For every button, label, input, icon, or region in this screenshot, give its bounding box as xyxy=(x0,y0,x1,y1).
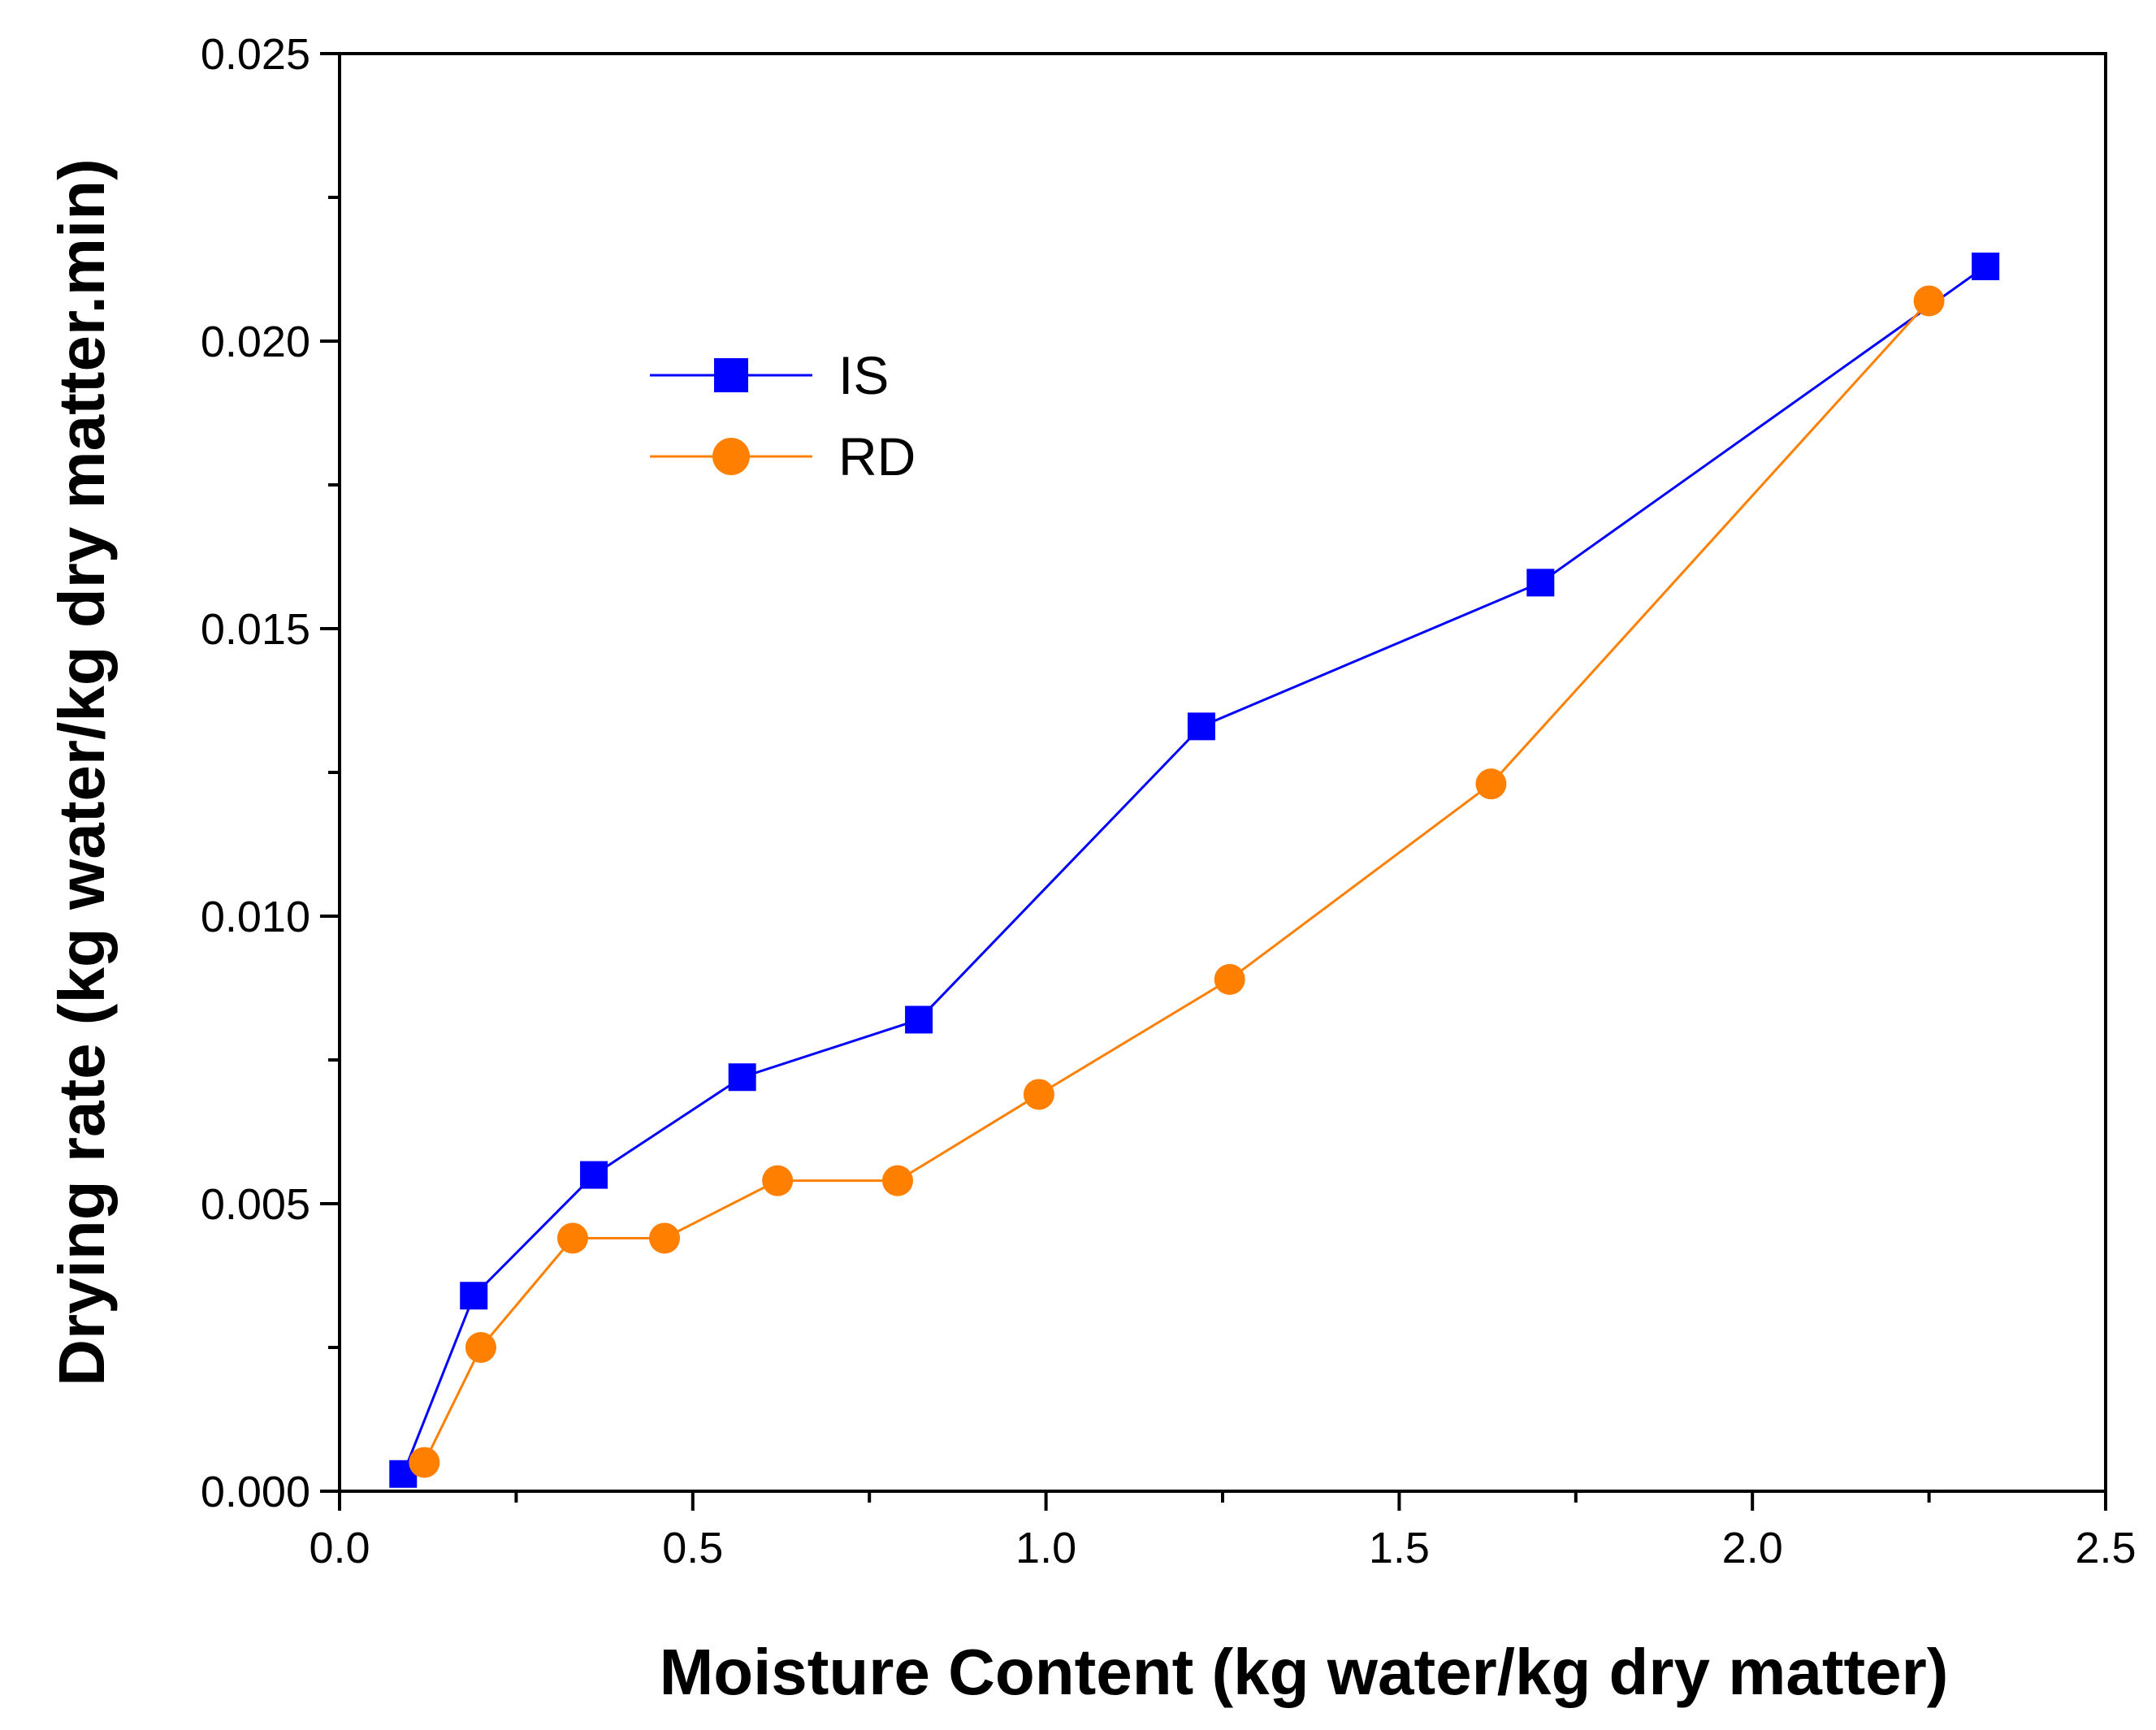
y-tick-label: 0.010 xyxy=(201,893,310,941)
legend-marker xyxy=(714,358,748,392)
y-tick-label: 0.005 xyxy=(201,1180,310,1229)
x-tick-label: 0.5 xyxy=(662,1524,723,1572)
y-tick-label: 0.000 xyxy=(201,1468,310,1516)
legend-label: IS xyxy=(838,345,889,405)
data-point-rd xyxy=(1475,768,1507,800)
x-tick-label: 0.0 xyxy=(309,1524,370,1572)
legend-item-rd: RD xyxy=(650,426,916,487)
data-point-is xyxy=(728,1063,756,1092)
data-point-rd xyxy=(1214,963,1245,995)
data-point-rd xyxy=(649,1222,681,1254)
data-point-rd xyxy=(409,1447,440,1478)
x-tick-label: 1.0 xyxy=(1015,1524,1076,1572)
axes: 0.0 0.5 1.0 1.5 2.0 2.5 0.000 0.005 0.010 0.015 0.… xyxy=(201,30,2137,1572)
data-point-rd xyxy=(1913,285,1945,317)
data-point-is xyxy=(580,1161,608,1189)
data-point-is xyxy=(905,1006,933,1034)
x-tick-label: 2.0 xyxy=(1722,1524,1783,1572)
data-point-is xyxy=(1972,252,2000,280)
data-point-is xyxy=(1526,569,1555,597)
legend-item-is: IS xyxy=(650,345,889,405)
series-line-is xyxy=(401,265,1987,1475)
data-point-is xyxy=(1187,712,1215,741)
series-line-rd xyxy=(423,300,1930,1464)
series-rd xyxy=(409,285,1945,1478)
data-point-rd xyxy=(762,1165,794,1196)
data-point-is xyxy=(460,1282,488,1310)
x-axis-title: Moisture Content (kg water/kg dry matter… xyxy=(660,1636,1949,1708)
data-point-rd xyxy=(1023,1079,1054,1110)
y-tick-label: 0.025 xyxy=(201,30,310,79)
x-tick-label: 2.5 xyxy=(2075,1524,2136,1572)
x-tick-label: 1.5 xyxy=(1369,1524,1430,1572)
legend: IS RD xyxy=(650,345,916,487)
series-layer xyxy=(389,252,2000,1488)
data-point-rd xyxy=(556,1222,588,1254)
y-axis-title: Drying rate (kg water/kg dry matter.min) xyxy=(45,158,118,1386)
legend-label: RD xyxy=(838,426,916,487)
legend-marker xyxy=(712,438,750,475)
data-point-rd xyxy=(465,1332,496,1363)
data-point-rd xyxy=(881,1165,913,1196)
series-is xyxy=(389,252,2000,1488)
plot-frame xyxy=(338,52,2107,1493)
y-tick-label: 0.015 xyxy=(201,605,310,654)
y-tick-label: 0.020 xyxy=(201,318,310,366)
